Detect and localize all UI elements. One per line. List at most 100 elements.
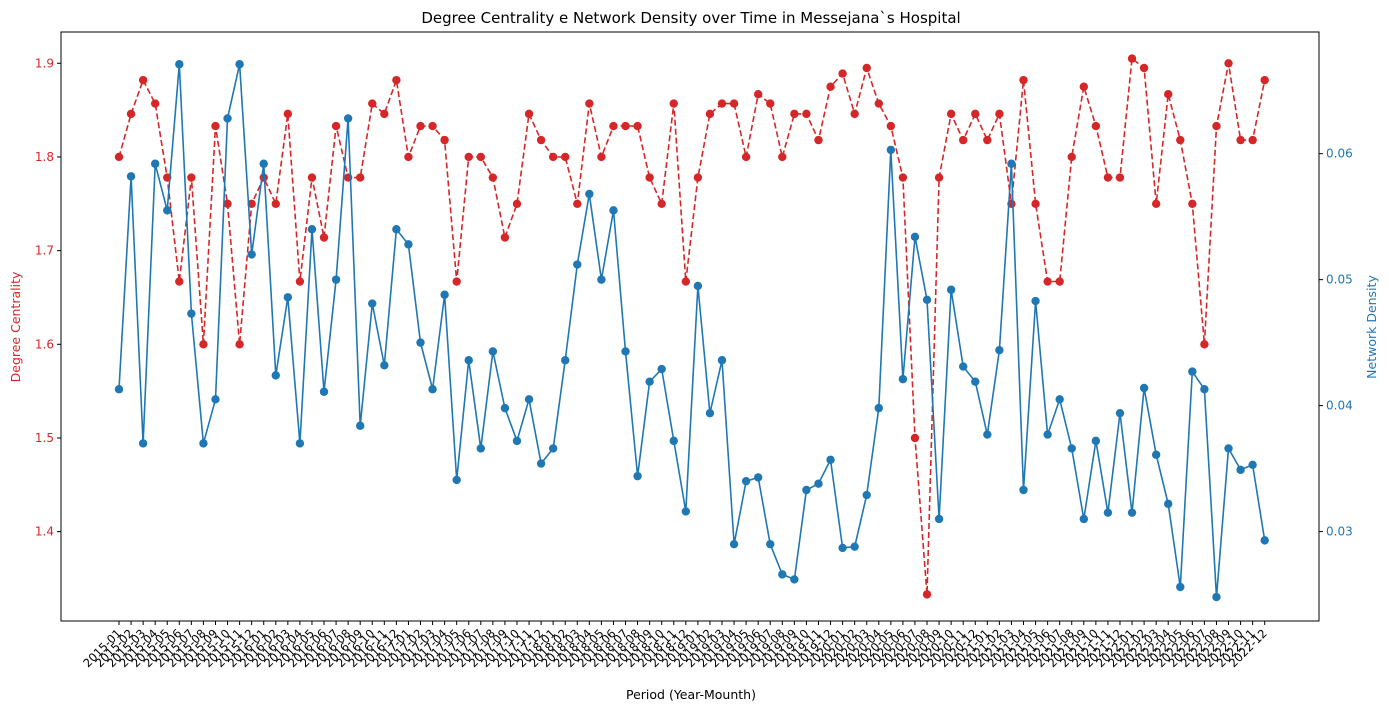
network-density-point [741,476,751,486]
network-density-point [512,436,522,446]
degree-centrality-point [729,99,739,108]
degree-centrality-point [1103,173,1113,182]
network-density-point [983,430,992,439]
degree-centrality-point [1031,199,1040,208]
network-density-point [802,485,811,495]
degree-centrality-point [380,109,389,119]
network-density-point [416,338,425,347]
degree-centrality-point [693,173,703,182]
degree-centrality-point [1212,121,1221,131]
network-density-point [705,408,715,418]
degree-centrality-point [790,109,799,119]
network-density-point [1055,395,1064,404]
degree-centrality-point [778,152,787,162]
network-density-line [118,64,1266,598]
degree-centrality-point [1127,54,1137,63]
network-density-point [223,114,232,123]
degree-centrality-point [1055,277,1064,286]
network-density-point [959,362,968,371]
degree-centrality-point [886,121,896,131]
degree-centrality-point [488,173,498,182]
network-density-point [693,281,703,291]
degree-centrality-point [356,173,365,182]
degree-centrality-point [1115,173,1125,182]
degree-centrality-point [404,152,413,162]
network-density-point [1091,436,1101,446]
degree-centrality-point [331,121,341,131]
degree-centrality-point [1188,199,1197,208]
network-density-point [573,260,582,269]
degree-centrality-point [1260,75,1269,85]
network-density-point [585,189,594,199]
plot-area: 1.41.51.61.71.81.90.030.040.050.062015-0… [35,31,1353,670]
plot-frame [60,31,1320,622]
degree-centrality-point [211,121,220,131]
degree-centrality-point [705,109,715,119]
degree-centrality-point [235,340,244,349]
degree-centrality-point [307,173,317,182]
network-density-point [1212,592,1221,602]
network-density-point [380,361,389,370]
network-density-point [934,514,944,524]
network-density-point [163,206,172,215]
network-density-point [1164,499,1173,509]
network-density-point [1139,383,1149,393]
y-left-tick-label: 1.6 [35,337,54,351]
degree-centrality-point [392,75,401,85]
network-density-point [1248,460,1257,470]
network-density-point [500,403,510,413]
network-density-point [898,374,908,384]
degree-centrality-point [585,99,594,108]
network-density-point [187,309,196,318]
degree-centrality-point [1091,121,1101,131]
degree-centrality-point [995,109,1004,119]
degree-centrality-point [802,109,811,119]
degree-centrality-point [548,152,558,162]
y-right-tick-label: 0.06 [1326,147,1353,161]
degree-centrality-point [874,99,883,108]
network-density-point [681,507,691,516]
network-density-point [1176,582,1185,592]
degree-centrality-point [319,233,329,242]
degree-centrality-point [934,173,944,182]
network-density-point [874,403,883,413]
network-density-point [476,444,485,453]
network-density-point [766,539,775,549]
degree-centrality-point [440,135,449,145]
degree-centrality-point [126,109,136,119]
degree-centrality-point [1151,199,1161,208]
network-density-point [1043,430,1052,439]
network-density-point [259,159,268,168]
degree-centrality-point [524,109,534,119]
network-density-point [1007,159,1016,168]
y-left-tick-label: 1.4 [35,525,54,539]
network-density-point [645,377,654,386]
network-density-point [536,459,546,468]
y-left-tick-label: 1.7 [35,244,54,258]
degree-centrality-point [669,99,678,108]
network-density-point [609,206,618,215]
degree-centrality-point [983,135,992,145]
network-density-point [922,295,932,304]
degree-centrality-point [597,152,606,162]
degree-centrality-point [898,173,908,182]
degree-centrality-point [175,277,184,286]
y-left-tick-label: 1.5 [35,431,54,445]
degree-centrality-point [1236,135,1245,145]
network-density-point [392,225,401,234]
degree-centrality-point [946,109,956,119]
network-density-point [1200,385,1209,394]
degree-centrality-point [187,173,196,182]
network-density-point [850,542,859,551]
network-density-point [404,240,413,249]
network-density-point [235,60,244,69]
network-density-point [1127,508,1137,517]
network-density-point [633,471,642,481]
network-density-point [548,444,558,453]
y-right-tick-label: 0.03 [1326,525,1353,539]
network-density-point [778,570,787,579]
degree-centrality-point [922,590,932,599]
network-density-point [657,364,666,374]
degree-centrality-point [850,109,859,119]
degree-centrality-point [717,99,727,108]
